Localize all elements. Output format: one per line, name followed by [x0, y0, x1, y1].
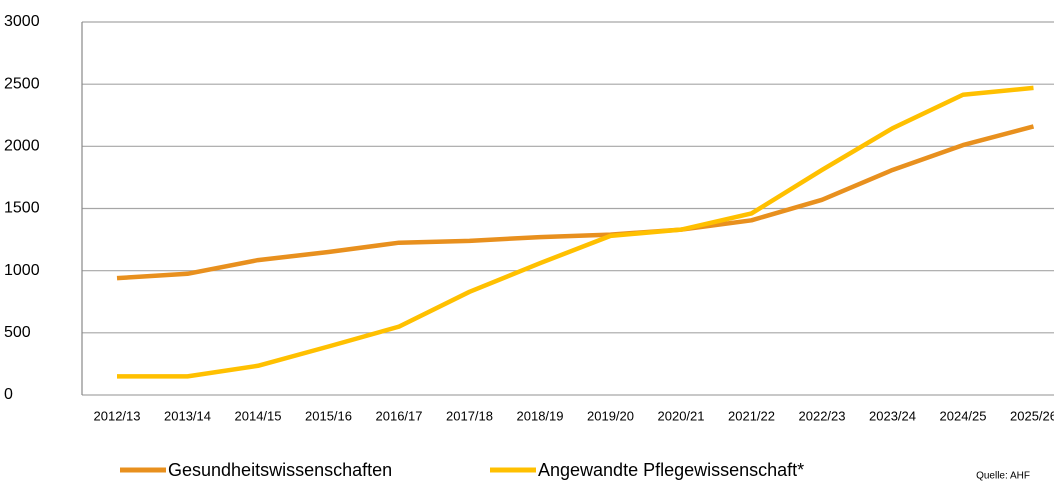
x-tick-label: 2020/21 — [658, 408, 705, 423]
x-tick-label: 2012/13 — [94, 408, 141, 423]
x-tick-label: 2014/15 — [235, 408, 282, 423]
x-tick-label: 2024/25 — [940, 408, 987, 423]
x-tick-label: 2025/26 — [1010, 408, 1054, 423]
y-tick-label: 2000 — [4, 138, 40, 155]
x-tick-label: 2023/24 — [869, 408, 916, 423]
x-tick-label: 2022/23 — [799, 408, 846, 423]
x-tick-label: 2021/22 — [728, 408, 775, 423]
y-tick-label: 1500 — [4, 200, 40, 217]
line-series — [116, 124, 1035, 281]
y-tick-label: 500 — [4, 324, 31, 341]
line-series — [117, 85, 1034, 379]
y-tick-label: 3000 — [4, 13, 40, 30]
y-tick-label: 1000 — [4, 262, 40, 279]
x-tick-label: 2016/17 — [376, 408, 423, 423]
x-tick-label: 2018/19 — [517, 408, 564, 423]
x-tick-label: 2015/16 — [305, 408, 352, 423]
source-note: Quelle: AHF — [976, 471, 1030, 482]
legend-label: Angewandte Pflegewissenschaft* — [538, 460, 804, 480]
x-tick-label: 2013/14 — [164, 408, 211, 423]
y-tick-label: 0 — [4, 386, 13, 403]
x-tick-label: 2017/18 — [446, 408, 493, 423]
x-tick-label: 2019/20 — [587, 408, 634, 423]
legend-label: Gesundheitswissenschaften — [168, 460, 392, 480]
y-tick-label: 2500 — [4, 75, 40, 92]
